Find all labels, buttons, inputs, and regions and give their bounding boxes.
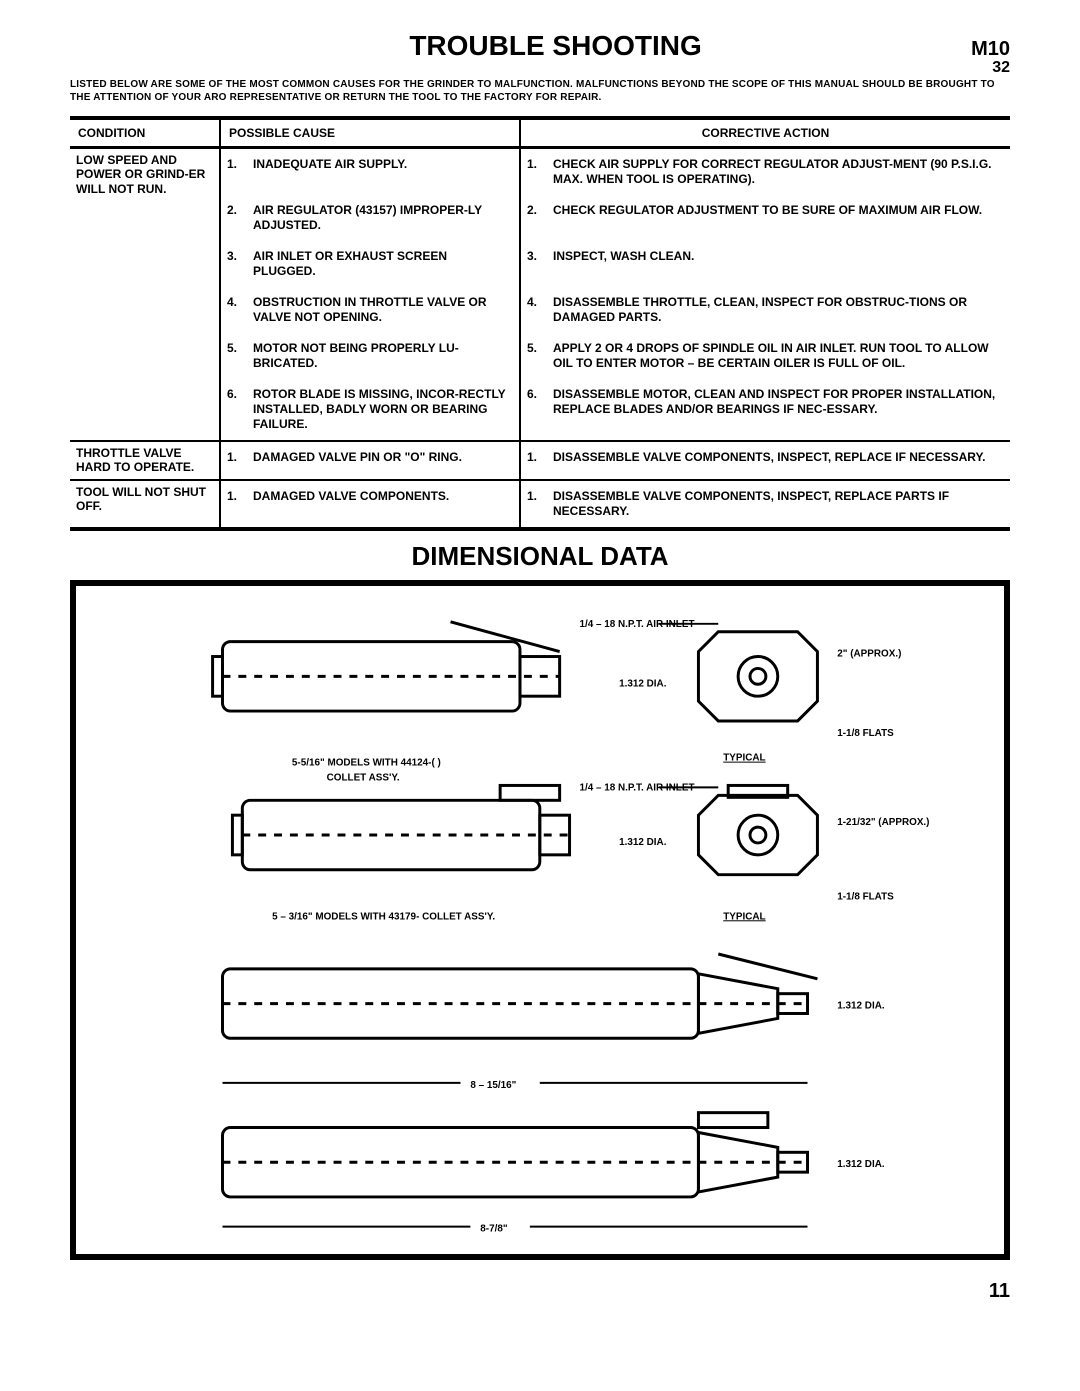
dimensional-title: DIMENSIONAL DATA xyxy=(70,541,1010,572)
action-cell: 2.CHECK REGULATOR ADJUSTMENT TO BE SURE … xyxy=(520,195,1010,241)
dimensional-diagram: 1/4 – 18 N.P.T. AIR INLET 1.312 DIA. 2" … xyxy=(70,580,1010,1260)
action-cell: 1.CHECK AIR SUPPLY FOR CORRECT REGULATOR… xyxy=(520,148,1010,196)
label-dia: 1.312 DIA. xyxy=(619,679,667,690)
label-flats-1: 1-1/8 FLATS xyxy=(837,728,894,739)
cause-cell: 5.MOTOR NOT BEING PROPERLY LU-BRICATED. xyxy=(220,333,520,379)
label-flats-2: 1-1/8 FLATS xyxy=(837,892,894,903)
cause-cell: 1.DAMAGED VALVE PIN OR "O" RING. xyxy=(220,441,520,480)
label-model2: 5 – 3/16" MODELS WITH 43179- COLLET ASS'… xyxy=(272,912,495,923)
doc-code-top: M10 xyxy=(971,38,1010,61)
action-cell: 4.DISASSEMBLE THROTTLE, CLEAN, INSPECT F… xyxy=(520,287,1010,333)
condition-cell: THROTTLE VALVE HARD TO OPERATE. xyxy=(70,441,220,480)
cause-cell: 3.AIR INLET OR EXHAUST SCREEN PLUGGED. xyxy=(220,241,520,287)
label-dia-3: 1.312 DIA. xyxy=(837,1001,885,1012)
label-dia-4: 1.312 DIA. xyxy=(837,1160,885,1171)
page-title: TROUBLE SHOOTING xyxy=(140,30,971,62)
doc-code-bottom: 32 xyxy=(971,59,1010,77)
action-cell: 1.DISASSEMBLE VALVE COMPONENTS, INSPECT,… xyxy=(520,480,1010,529)
col-condition: CONDITION xyxy=(70,118,220,148)
troubleshoot-table: CONDITION POSSIBLE CAUSE CORRECTIVE ACTI… xyxy=(70,116,1010,531)
action-cell: 5.APPLY 2 OR 4 DROPS OF SPINDLE OIL IN A… xyxy=(520,333,1010,379)
cause-cell: 6.ROTOR BLADE IS MISSING, INCOR-RECTLY I… xyxy=(220,379,520,441)
page-number: 11 xyxy=(70,1280,1010,1303)
cause-cell: 2.AIR REGULATOR (43157) IMPROPER-LY ADJU… xyxy=(220,195,520,241)
cause-cell: 1.DAMAGED VALVE COMPONENTS. xyxy=(220,480,520,529)
action-cell: 1.DISASSEMBLE VALVE COMPONENTS, INSPECT,… xyxy=(520,441,1010,480)
col-cause: POSSIBLE CAUSE xyxy=(220,118,520,148)
cause-cell: 4.OBSTRUCTION IN THROTTLE VALVE OR VALVE… xyxy=(220,287,520,333)
label-2in: 2" (APPROX.) xyxy=(837,649,901,660)
condition-cell: LOW SPEED AND POWER OR GRIND-ER WILL NOT… xyxy=(70,148,220,442)
label-878: 8-7/8" xyxy=(481,1224,509,1235)
intro-text: LISTED BELOW ARE SOME OF THE MOST COMMON… xyxy=(70,79,1010,104)
label-121: 1-21/32" (APPROX.) xyxy=(837,818,929,829)
label-collet: COLLET ASS'Y. xyxy=(327,773,400,784)
cause-cell: 1.INADEQUATE AIR SUPPLY. xyxy=(220,148,520,196)
label-815: 8 – 15/16" xyxy=(471,1080,517,1091)
label-typical-2: TYPICAL xyxy=(723,912,765,923)
action-cell: 3.INSPECT, WASH CLEAN. xyxy=(520,241,1010,287)
label-model1: 5-5/16" MODELS WITH 44124-( ) xyxy=(292,758,441,769)
label-typical-1: TYPICAL xyxy=(723,753,765,764)
col-action: CORRECTIVE ACTION xyxy=(520,118,1010,148)
label-dia-2: 1.312 DIA. xyxy=(619,837,667,848)
action-cell: 6.DISASSEMBLE MOTOR, CLEAN AND INSPECT F… xyxy=(520,379,1010,441)
condition-cell: TOOL WILL NOT SHUT OFF. xyxy=(70,480,220,529)
